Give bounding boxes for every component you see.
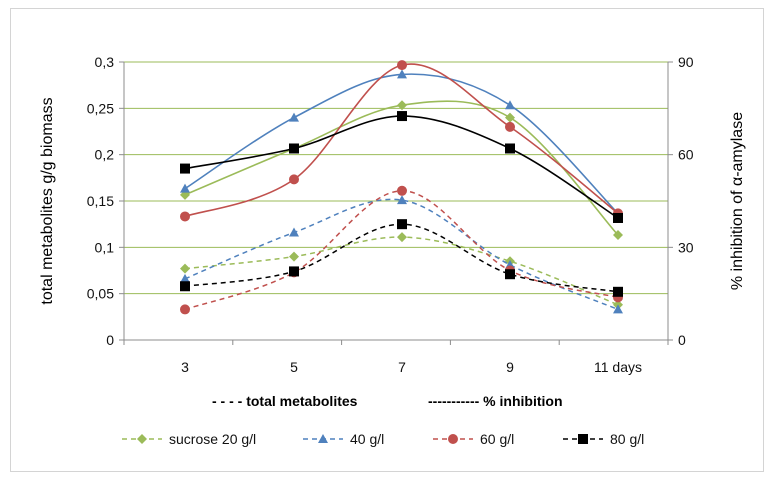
y-left-tick-label: 0,1 (95, 239, 115, 255)
y-axis-right-title: % inhibition of α-amylase (729, 112, 746, 290)
y-left-tick-label: 0,2 (95, 147, 115, 163)
inhibition-point (505, 100, 515, 110)
inhibition-point (505, 143, 515, 154)
legend-label: 60 g/l (480, 431, 514, 447)
metabolites-point (180, 273, 190, 283)
x-tick-label: 11 days (594, 359, 642, 375)
metabolites-point (613, 304, 623, 314)
x-tick-label: 7 (398, 359, 406, 375)
chart-frame (10, 8, 764, 472)
inhibition-point (397, 100, 407, 111)
legend-label: 80 g/l (610, 431, 644, 447)
inhibition-point (505, 112, 515, 123)
y-right-tick-label: 60 (678, 147, 694, 163)
metabolites-point (505, 269, 515, 280)
y-right-tick-label: 90 (678, 54, 694, 70)
inhibition-point (180, 211, 190, 222)
metabolites-point (397, 195, 407, 205)
legend-label: sucrose 20 g/l (169, 431, 256, 447)
series-0 (180, 100, 623, 310)
legend-marker (318, 434, 328, 443)
series-2 (180, 60, 623, 315)
inhibition-point (613, 229, 623, 240)
legend-label: 40 g/l (350, 431, 384, 447)
tick-labels: 0 0,05 0,1 0,15 0,2 0,25 0,3 0 30 60 90 3 5 7 9 11 days (87, 54, 694, 375)
solid-note: ----------- % inhibition (428, 393, 563, 409)
legend-marker (448, 434, 458, 444)
inhibition-point (505, 121, 515, 132)
y-left-tick-label: 0,15 (87, 193, 114, 209)
inhibition-point (289, 143, 299, 154)
series-3 (180, 111, 623, 297)
metabolites-point (289, 266, 299, 277)
inhibition-point (180, 163, 190, 174)
y-axis-left-title: total metabolites g/g biomass (39, 97, 56, 304)
y-right-tick-label: 0 (678, 332, 686, 348)
legend-marker (578, 434, 588, 444)
series-layer (180, 60, 623, 315)
metabolites-point (180, 281, 190, 292)
inhibition-point (289, 112, 299, 122)
metabolites-line (184, 190, 619, 311)
metabolites-point (289, 251, 299, 262)
x-tick-label: 3 (181, 359, 189, 375)
metabolites-line (184, 198, 619, 311)
inhibition-point (397, 60, 407, 71)
inhibition-point (180, 183, 190, 193)
legend-marker (137, 434, 147, 444)
dashed-note: - - - - total metabolites (212, 393, 358, 409)
x-tick-label: 9 (506, 359, 514, 375)
y-left-tick-label: 0,25 (87, 100, 114, 116)
metabolites-point (397, 185, 407, 196)
x-tick-label: 5 (290, 359, 298, 375)
legend: sucrose 20 g/l 40 g/l 60 g/l 80 g/l (122, 431, 644, 447)
metabolites-point (397, 232, 407, 243)
axes (119, 61, 673, 345)
inhibition-point (613, 212, 623, 223)
metabolites-point (289, 227, 299, 237)
inhibition-line (184, 100, 619, 236)
metabolites-point (180, 263, 190, 274)
inhibition-point (289, 174, 299, 185)
y-left-tick-label: 0,05 (87, 286, 114, 302)
metabolites-point (397, 219, 407, 230)
y-left-tick-label: 0 (106, 332, 114, 348)
y-right-tick-label: 30 (678, 239, 694, 255)
inhibition-point (397, 69, 407, 79)
metabolites-point (613, 286, 623, 297)
y-left-tick-label: 0,3 (95, 54, 115, 70)
inhibition-point (397, 111, 407, 122)
metabolites-point (180, 304, 190, 315)
